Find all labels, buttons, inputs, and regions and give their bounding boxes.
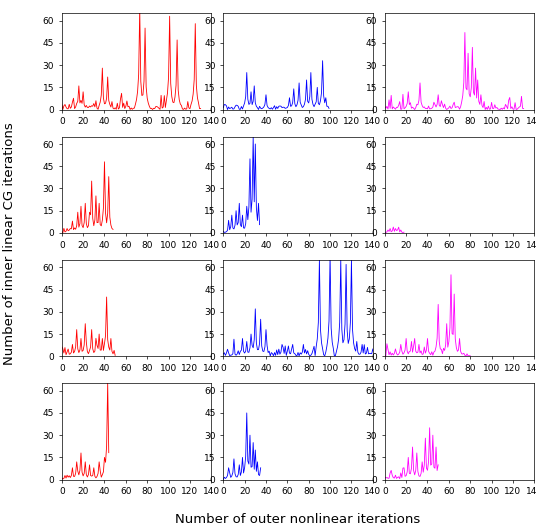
Text: Number of outer nonlinear iterations: Number of outer nonlinear iterations <box>176 513 420 526</box>
Text: Number of inner linear CG iterations: Number of inner linear CG iterations <box>3 122 16 365</box>
